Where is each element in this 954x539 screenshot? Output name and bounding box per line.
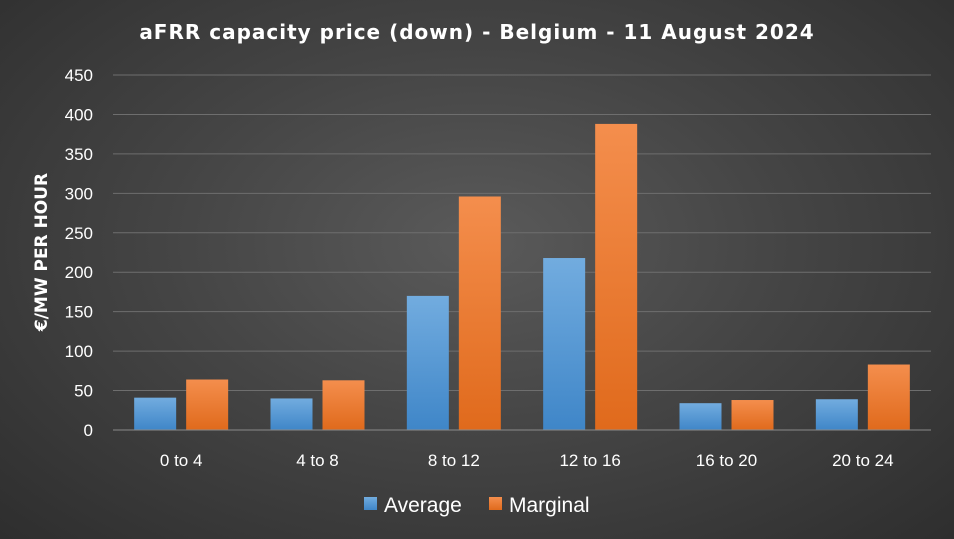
bar-average bbox=[543, 258, 586, 430]
y-tick-label: 0 bbox=[84, 421, 93, 440]
gridlines bbox=[113, 74, 931, 392]
y-axis-ticks: 0 50 100 150 200 250 300 350 400 450 bbox=[65, 66, 93, 440]
bar-average bbox=[815, 399, 858, 430]
x-tick-label: 20 to 24 bbox=[832, 451, 893, 470]
bar-marginal bbox=[867, 364, 910, 430]
bar-marginal bbox=[322, 380, 365, 430]
y-tick-label: 450 bbox=[65, 66, 93, 85]
x-tick-label: 4 to 8 bbox=[296, 451, 339, 470]
y-tick-label: 50 bbox=[74, 382, 93, 401]
bar-average bbox=[406, 295, 449, 430]
x-axis-ticks: 0 to 4 4 to 8 8 to 12 12 to 16 16 to 20 20 to… bbox=[160, 451, 894, 470]
legend-label-marginal: Marginal bbox=[509, 494, 590, 517]
y-axis-label: €/MW PER HOUR bbox=[32, 173, 52, 332]
x-tick-label: 8 to 12 bbox=[428, 451, 480, 470]
bar-average bbox=[679, 403, 722, 430]
x-tick-label: 16 to 20 bbox=[696, 451, 757, 470]
y-tick-label: 100 bbox=[65, 342, 93, 361]
x-tick-label: 0 to 4 bbox=[160, 451, 203, 470]
bar-average bbox=[134, 397, 177, 430]
legend-label-average: Average bbox=[384, 494, 462, 517]
y-tick-label: 150 bbox=[65, 303, 93, 322]
y-tick-label: 300 bbox=[65, 184, 93, 203]
y-tick-label: 200 bbox=[65, 263, 93, 282]
bar-marginal bbox=[595, 123, 638, 431]
x-tick-label: 12 to 16 bbox=[559, 451, 620, 470]
bar-marginal bbox=[186, 379, 229, 430]
chart-title: aFRR capacity price (down) - Belgium - 1… bbox=[139, 20, 814, 44]
legend: Average Marginal bbox=[364, 494, 590, 517]
legend-swatch-average bbox=[364, 497, 377, 510]
legend-swatch-marginal bbox=[489, 497, 502, 510]
y-tick-label: 250 bbox=[65, 224, 93, 243]
bars bbox=[134, 123, 910, 431]
y-tick-label: 350 bbox=[65, 145, 93, 164]
bar-average bbox=[270, 398, 313, 430]
y-tick-label: 400 bbox=[65, 105, 93, 124]
bar-marginal bbox=[458, 196, 501, 430]
bar-marginal bbox=[731, 400, 774, 430]
